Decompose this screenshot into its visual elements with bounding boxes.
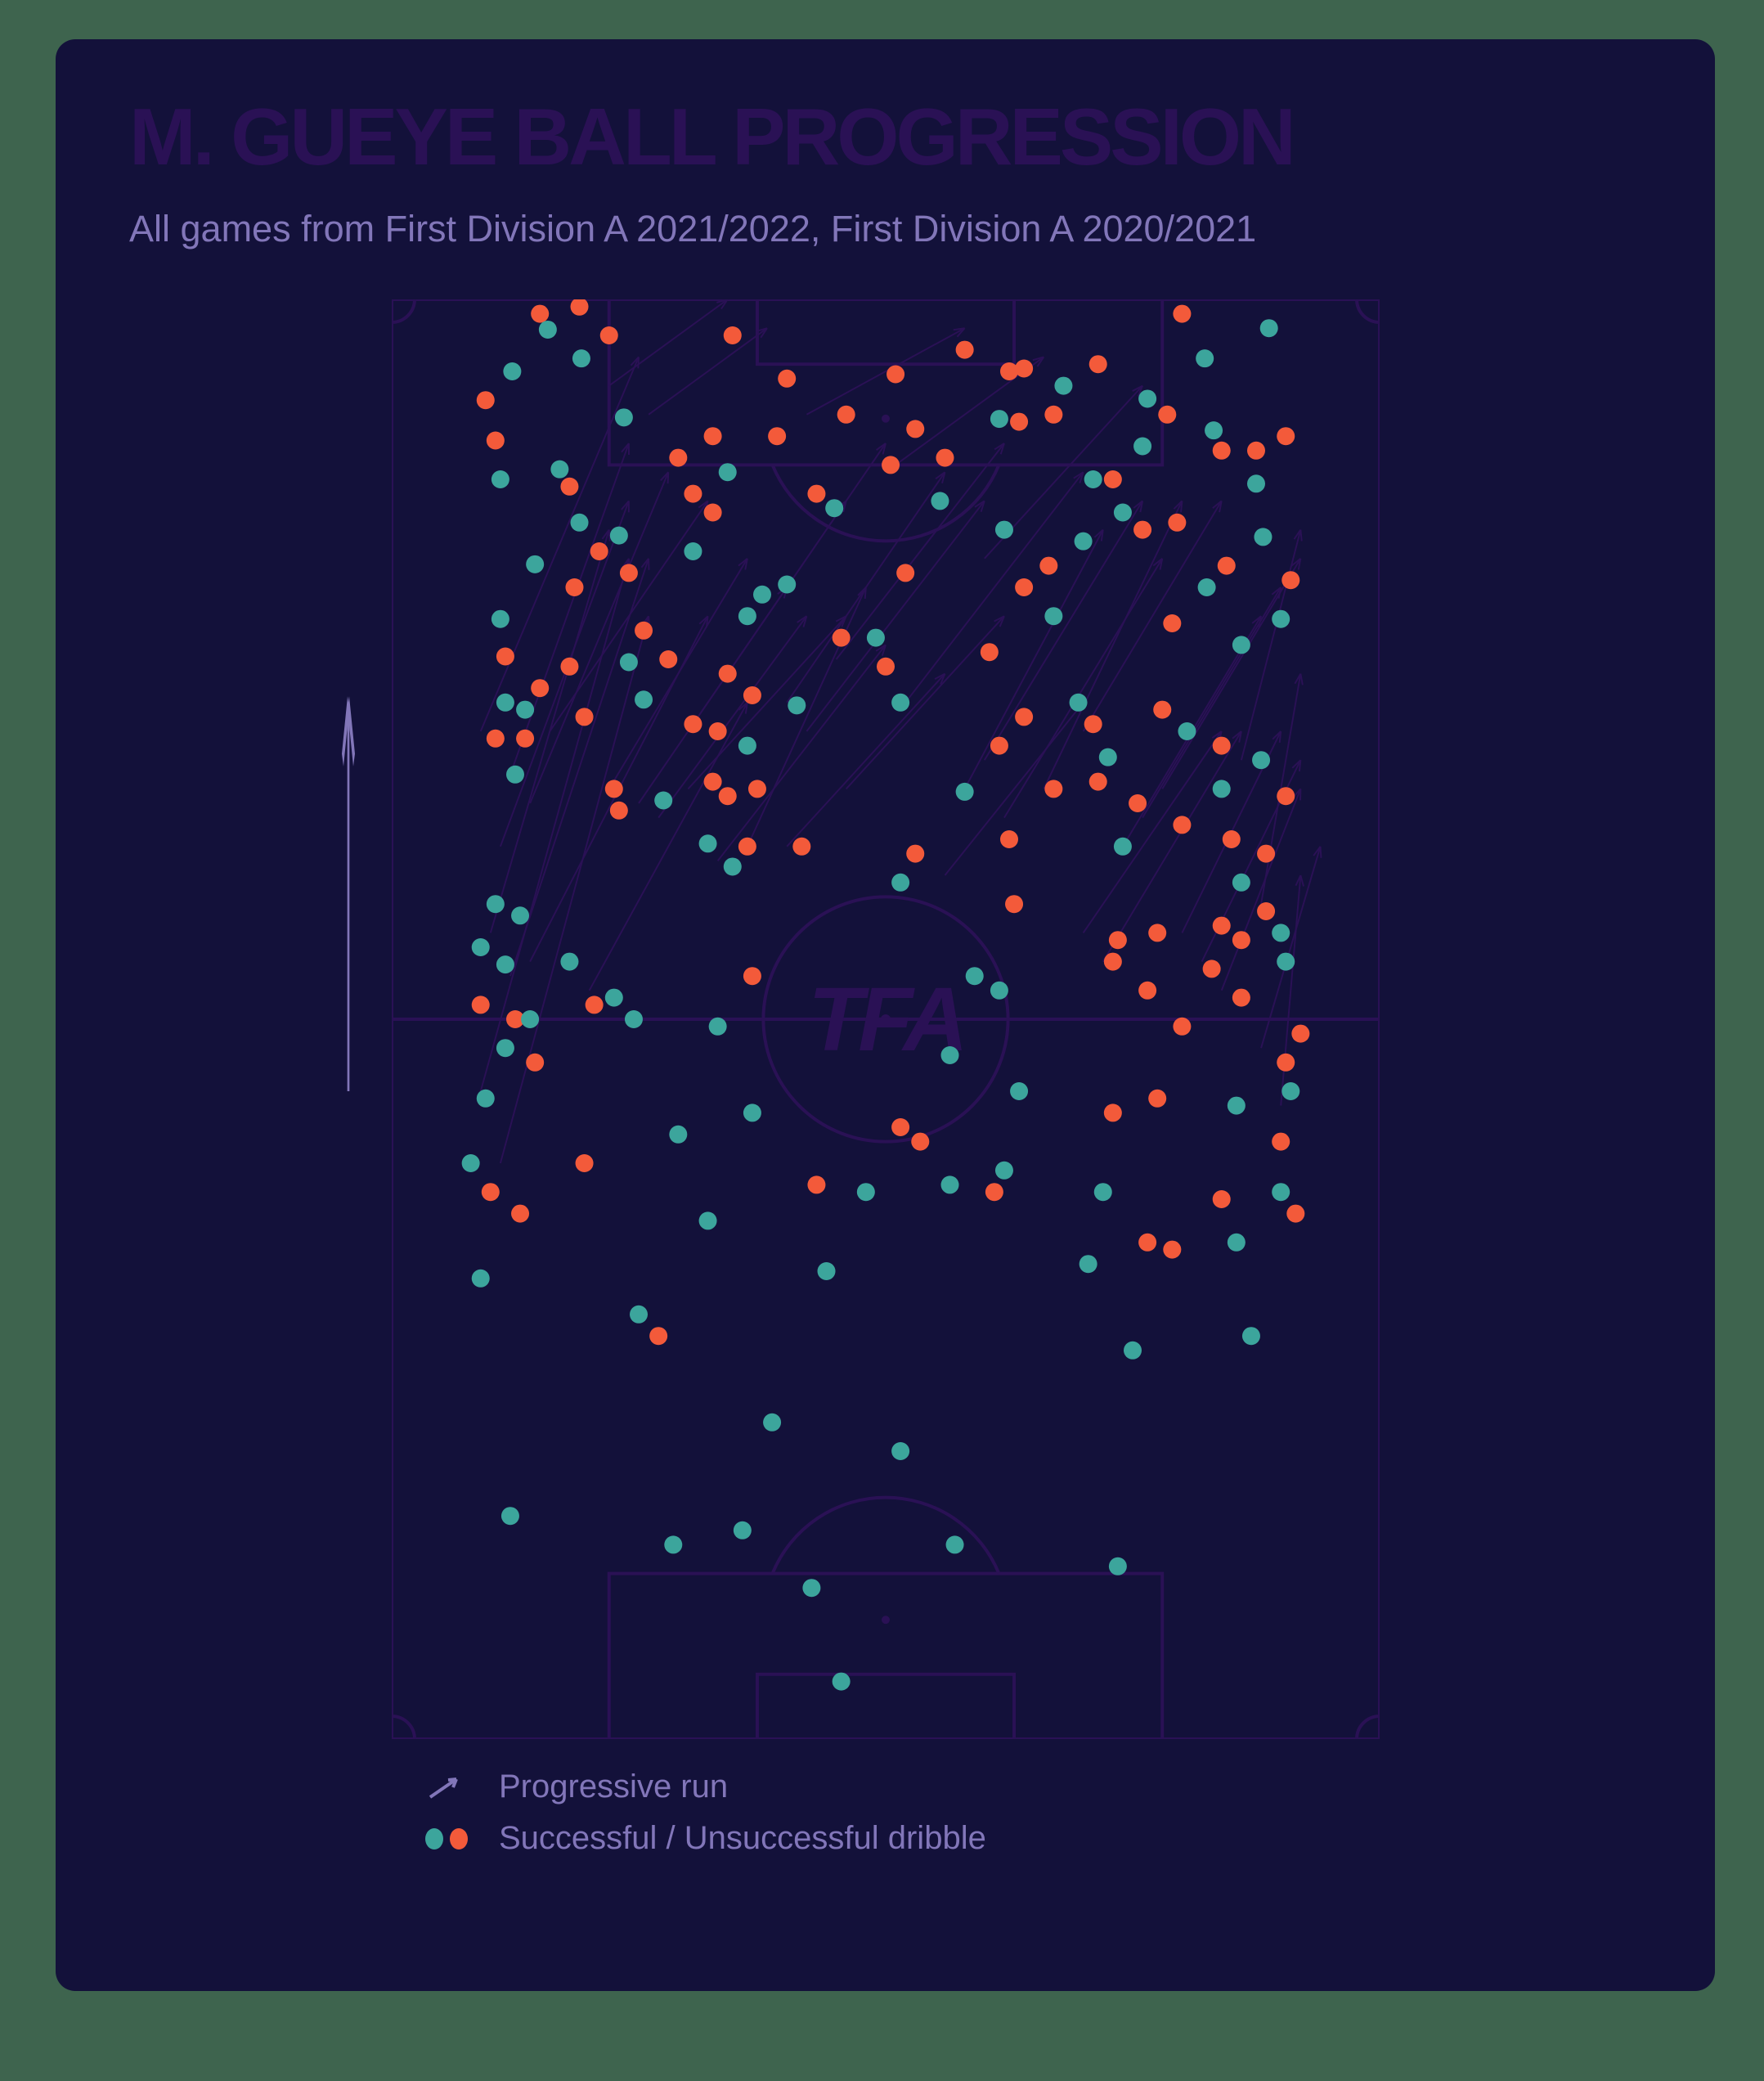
legend-row: Successful / Unsuccessful dribble bbox=[425, 1820, 1641, 1857]
chart-card: M. GUEYE BALL PROGRESSION All games from… bbox=[56, 39, 1715, 1991]
arrow-icon bbox=[425, 1773, 474, 1802]
chart-title: M. GUEYE BALL PROGRESSION bbox=[129, 97, 1641, 177]
legend-row: Progressive run bbox=[425, 1769, 1641, 1805]
dots-icon bbox=[425, 1824, 474, 1854]
pitch-area: TFA bbox=[129, 299, 1641, 1739]
direction-arrow bbox=[325, 299, 391, 1739]
legend-label: Progressive run bbox=[499, 1769, 728, 1805]
chart-subtitle: All games from First Division A 2021/202… bbox=[129, 208, 1641, 250]
legend: Progressive run Successful / Unsuccessful… bbox=[425, 1769, 1641, 1857]
legend-label: Successful / Unsuccessful dribble bbox=[499, 1820, 986, 1857]
pitch-svg: TFA bbox=[392, 299, 1380, 1739]
svg-text:TFA: TFA bbox=[808, 969, 963, 1070]
